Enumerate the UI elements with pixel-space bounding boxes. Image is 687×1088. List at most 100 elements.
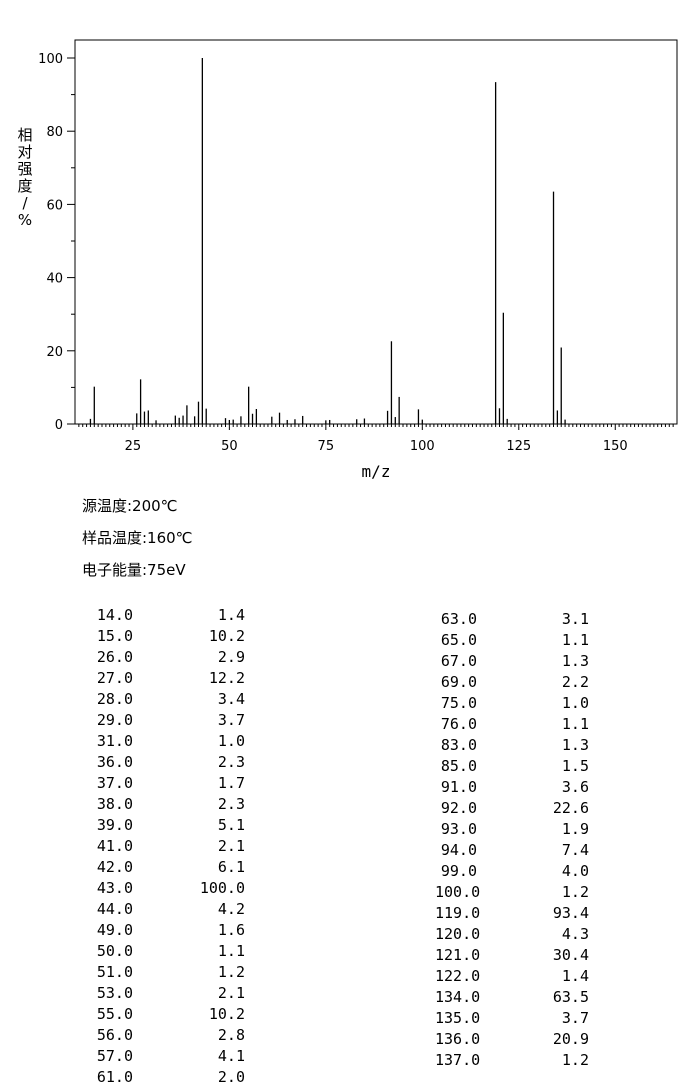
abundance-value: 3.4 (217, 690, 245, 708)
mass-spectrum-chart: 25 50 75 100 125 150 0 20 40 60 80 100 m/z 相对强度/% (17, 39, 678, 481)
mz-value: 63.0 (440, 610, 477, 628)
peak-table-left: 14.0 1.4 15.0 10.2 26.0 2.9 27.0 12.2 28.0 3.4 29.… (91, 605, 245, 1088)
abundance-value: 3.1 (561, 610, 589, 628)
sample-temperature: 样品温度:160℃ (82, 529, 193, 547)
source-temperature: 源温度:200℃ (82, 497, 178, 515)
peak-row: 119.0 93.4 (435, 903, 589, 924)
mz-value: 91.0 (440, 778, 477, 796)
abundance-value: 1.1 (561, 715, 589, 733)
electron-energy: 电子能量:75eV (82, 561, 186, 579)
mz-value: 36.0 (96, 753, 133, 771)
abundance-value: 12.2 (208, 669, 245, 687)
abundance-value: 3.6 (561, 778, 589, 796)
peak-row: 135.0 3.7 (435, 1008, 589, 1029)
mz-value: 99.0 (440, 862, 477, 880)
mz-value: 42.0 (96, 858, 133, 876)
mz-value: 56.0 (96, 1026, 133, 1044)
mz-value: 61.0 (96, 1068, 133, 1086)
y-tick-label: 0 (55, 418, 63, 433)
mz-value: 38.0 (96, 795, 133, 813)
abundance-value: 2.3 (217, 753, 245, 771)
abundance-value: 6.1 (217, 858, 245, 876)
abundance-value: 63.5 (552, 988, 589, 1006)
abundance-value: 1.4 (561, 967, 589, 985)
mz-value: 15.0 (96, 627, 133, 645)
mz-value: 28.0 (96, 690, 133, 708)
peak-row: 122.0 1.4 (435, 966, 589, 987)
peak-row: 61.0 2.0 (91, 1067, 245, 1088)
mz-value: 49.0 (96, 921, 133, 939)
peak-row: 136.0 20.9 (435, 1029, 589, 1050)
peak-row: 57.0 4.1 (91, 1046, 245, 1067)
peak-row: 121.0 30.4 (435, 945, 589, 966)
y-axis-label: 相对强度/% (17, 126, 32, 229)
x-tick-label: 100 (410, 439, 435, 454)
x-tick-label: 75 (318, 439, 335, 454)
mz-value: 65.0 (440, 631, 477, 649)
peak-row: 37.0 1.7 (91, 773, 245, 794)
mz-value: 85.0 (440, 757, 477, 775)
abundance-value: 2.1 (217, 837, 245, 855)
abundance-value: 7.4 (561, 841, 589, 859)
abundance-value: 93.4 (552, 904, 589, 922)
mz-value: 43.0 (96, 879, 133, 897)
mz-value: 69.0 (440, 673, 477, 691)
y-tick-label: 60 (46, 198, 63, 213)
mz-value: 100.0 (435, 883, 481, 901)
peak-row: 44.0 4.2 (91, 899, 245, 920)
peak-table-right: 63.0 3.1 65.0 1.1 67.0 1.3 69.0 2.2 75.0 1.0 76.0 1… (435, 609, 589, 1071)
abundance-value: 1.0 (561, 694, 589, 712)
mz-value: 137.0 (435, 1051, 481, 1069)
abundance-value: 1.3 (561, 652, 589, 670)
mz-value: 27.0 (96, 669, 133, 687)
y-tick-label: 100 (38, 52, 63, 67)
abundance-value: 2.2 (561, 673, 589, 691)
abundance-value: 1.4 (217, 606, 245, 624)
mz-value: 29.0 (96, 711, 133, 729)
mz-value: 93.0 (440, 820, 477, 838)
mz-value: 76.0 (440, 715, 477, 733)
abundance-value: 2.9 (217, 648, 245, 666)
abundance-value: 4.1 (217, 1047, 245, 1065)
abundance-value: 1.0 (217, 732, 245, 750)
peak-row: 65.0 1.1 (435, 630, 589, 651)
x-axis-label: m/z (362, 462, 391, 481)
abundance-value: 2.1 (217, 984, 245, 1002)
mz-value: 53.0 (96, 984, 133, 1002)
mz-value: 51.0 (96, 963, 133, 981)
abundance-value: 22.6 (552, 799, 589, 817)
mz-value: 135.0 (435, 1009, 481, 1027)
peak-row: 53.0 2.1 (91, 983, 245, 1004)
peak-row: 55.0 10.2 (91, 1004, 245, 1025)
peak-row: 43.0 100.0 (91, 878, 245, 899)
mz-value: 50.0 (96, 942, 133, 960)
abundance-value: 4.2 (217, 900, 245, 918)
y-tick-label: 40 (46, 272, 63, 287)
abundance-value: 1.2 (561, 883, 589, 901)
peak-row: 31.0 1.0 (91, 731, 245, 752)
abundance-value: 1.5 (561, 757, 589, 775)
mz-value: 122.0 (435, 967, 481, 985)
x-tick-label: 150 (603, 439, 628, 454)
peak-row: 99.0 4.0 (435, 861, 589, 882)
mz-value: 44.0 (96, 900, 133, 918)
plot-frame (74, 39, 678, 425)
mz-value: 37.0 (96, 774, 133, 792)
peak-row: 28.0 3.4 (91, 689, 245, 710)
abundance-value: 1.1 (217, 942, 245, 960)
peak-row: 76.0 1.1 (435, 714, 589, 735)
peak-row: 56.0 2.8 (91, 1025, 245, 1046)
abundance-value: 30.4 (552, 946, 589, 964)
abundance-value: 1.1 (561, 631, 589, 649)
mz-value: 120.0 (435, 925, 481, 943)
mz-value: 26.0 (96, 648, 133, 666)
abundance-value: 4.0 (561, 862, 589, 880)
peak-row: 85.0 1.5 (435, 756, 589, 777)
abundance-value: 1.3 (561, 736, 589, 754)
abundance-value: 3.7 (217, 711, 245, 729)
mz-value: 31.0 (96, 732, 133, 750)
peak-row: 63.0 3.1 (435, 609, 589, 630)
abundance-value: 1.6 (217, 921, 245, 939)
mz-value: 121.0 (435, 946, 481, 964)
x-tick-label: 50 (221, 439, 238, 454)
